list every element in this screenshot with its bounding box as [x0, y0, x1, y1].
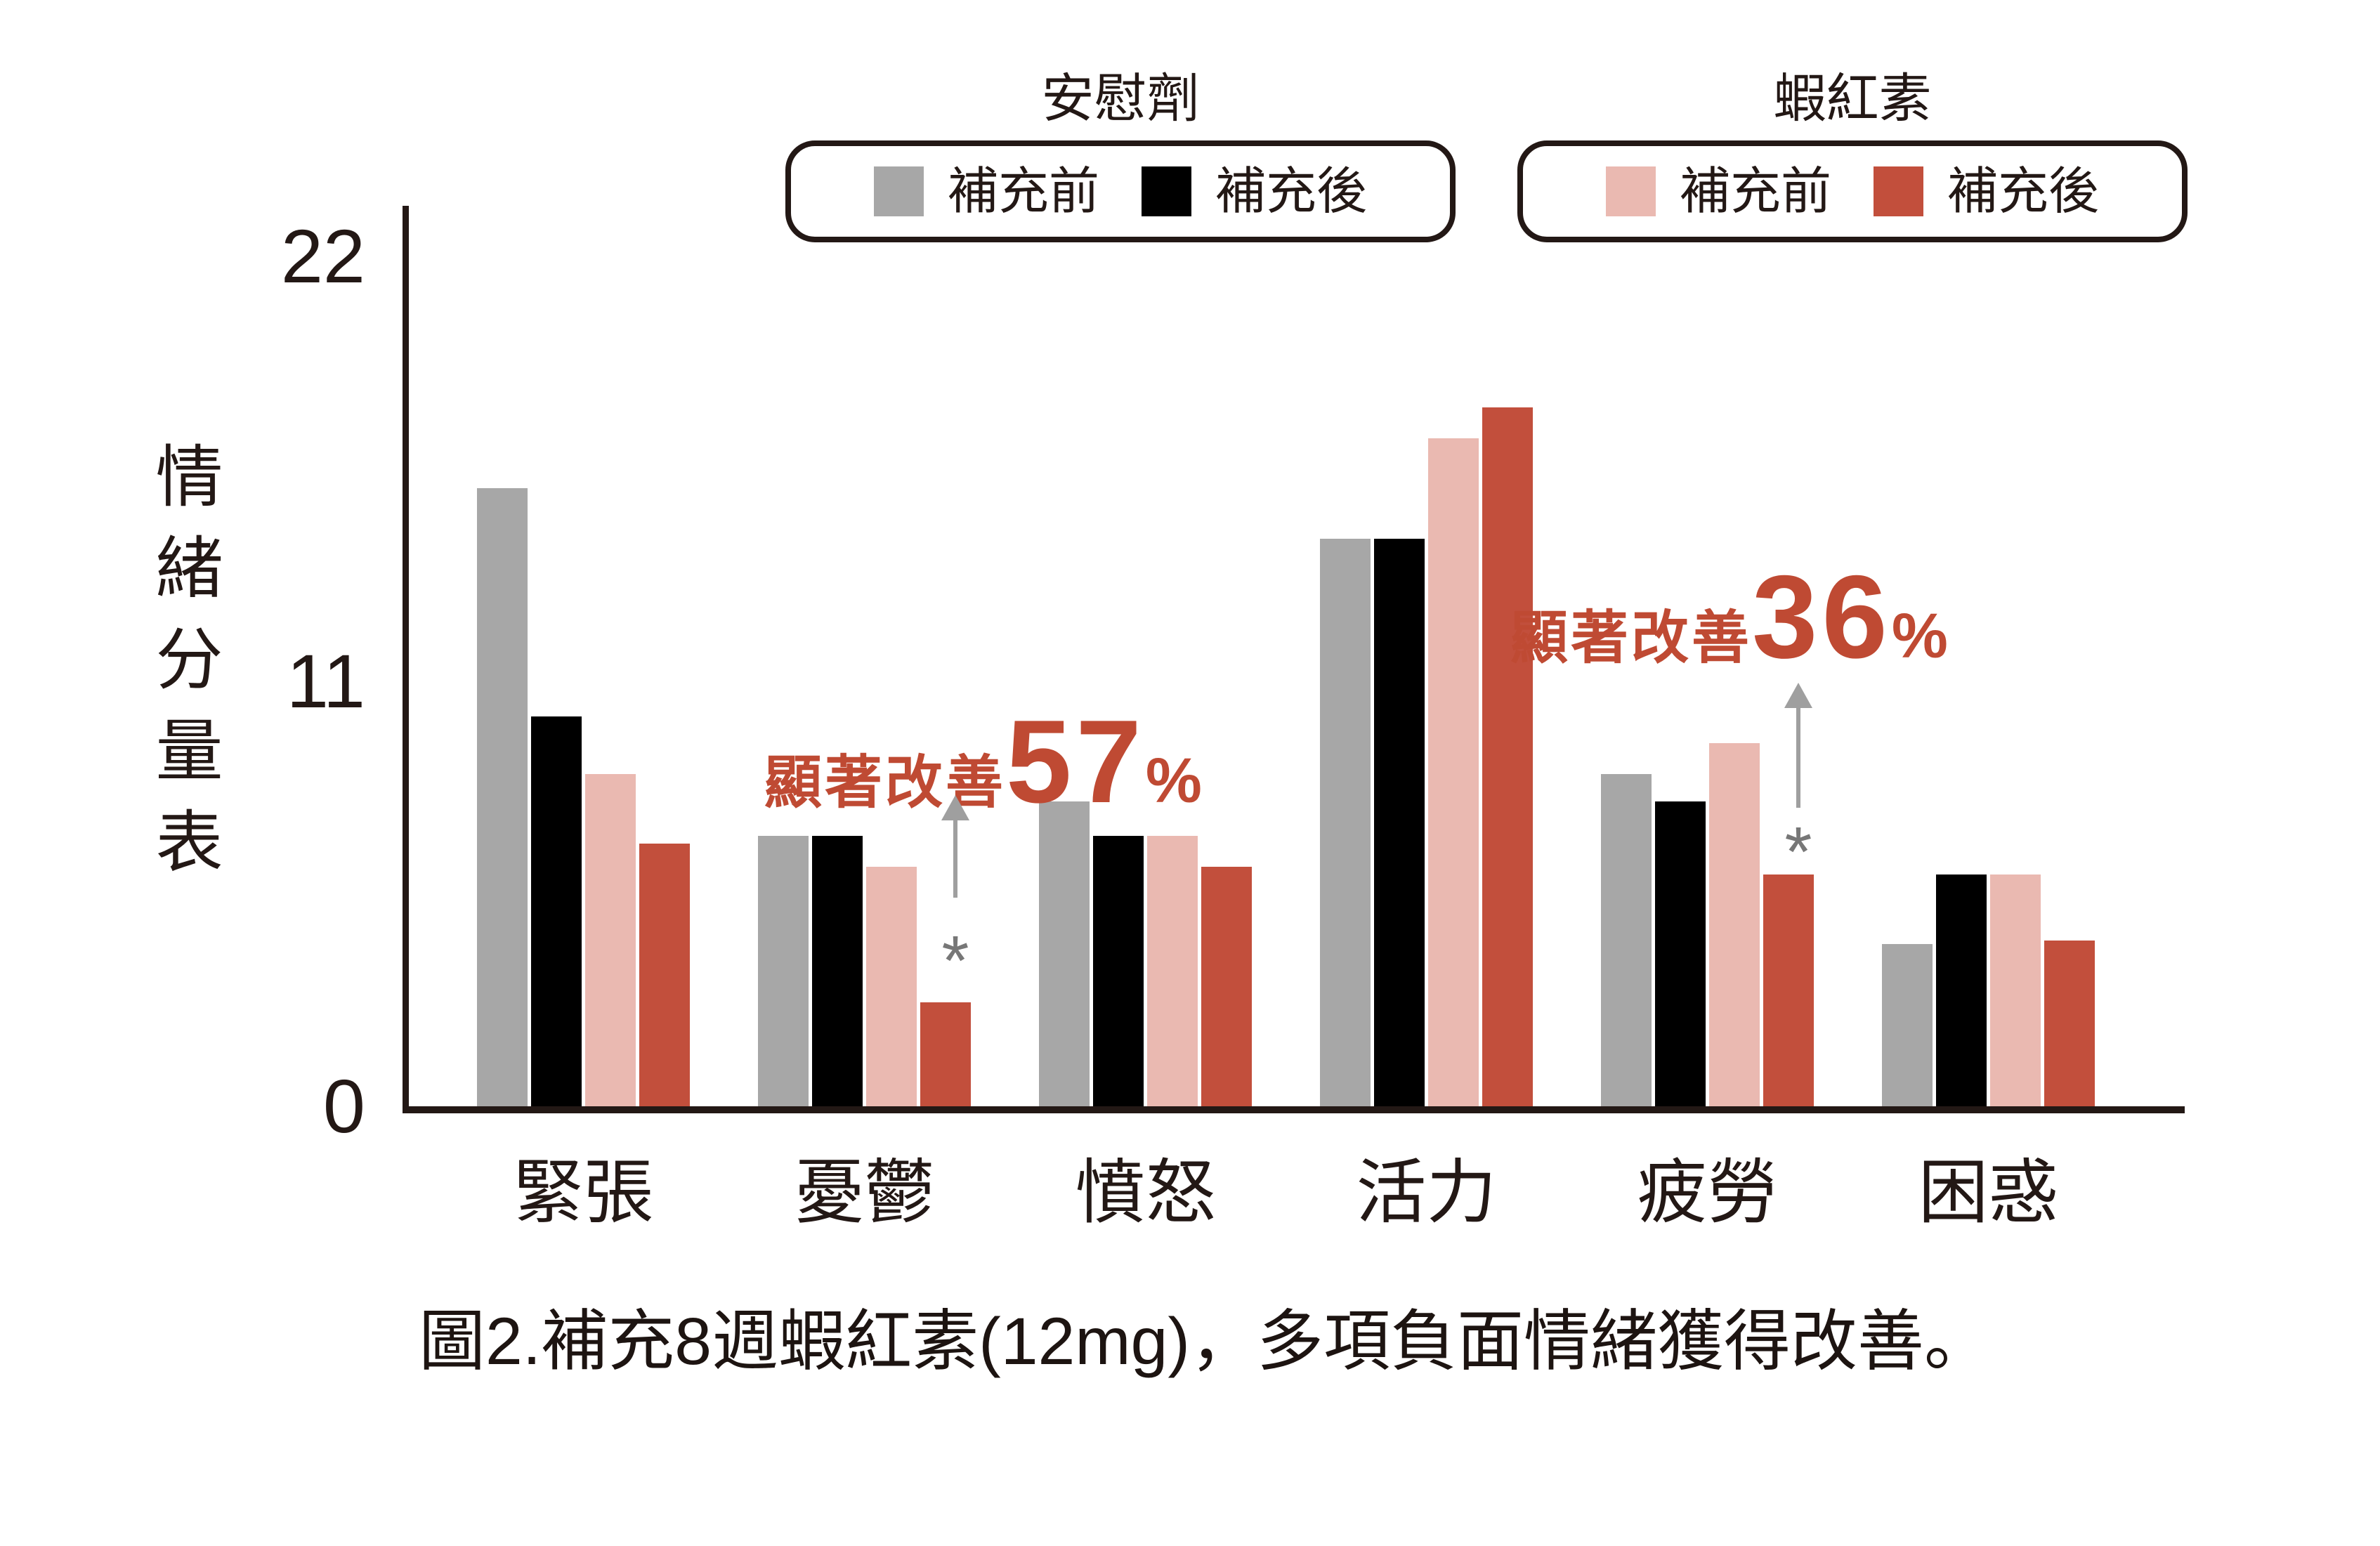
x-axis-label-活力: 活力 — [1356, 1153, 1497, 1232]
significance-asterisk-depression: * — [941, 922, 969, 1000]
bar-困惑-安慰劑 補充後 — [1936, 874, 1987, 1111]
bar-活力-安慰劑 補充後 — [1374, 538, 1425, 1111]
bar-活力-蝦紅素 補充前 — [1428, 438, 1479, 1111]
x-axis-label-疲勞: 疲勞 — [1637, 1153, 1778, 1232]
bar-憤怒-蝦紅素 補充後 — [1201, 867, 1252, 1111]
bar-憂鬱-安慰劑 補充前 — [758, 836, 809, 1111]
annotation-depression-improvement: 顯著改善 57 % — [764, 694, 1202, 830]
legend-group-placebo-title: 安慰劑 — [1041, 69, 1200, 128]
bar-困惑-蝦紅素 補充後 — [2044, 940, 2095, 1111]
up-arrow-head-icon — [1784, 683, 1812, 708]
annotation-fatigue-percent-value: 36 — [1752, 551, 1892, 683]
annotation-depression-percent-sign: % — [1145, 746, 1202, 816]
x-axis-label-憂鬱: 憂鬱 — [794, 1153, 935, 1232]
up-arrow-head-icon — [941, 795, 969, 820]
bar-疲勞-安慰劑 補充後 — [1655, 801, 1706, 1111]
bar-憂鬱-安慰劑 補充後 — [812, 836, 863, 1111]
bar-緊張-安慰劑 補充後 — [531, 716, 582, 1111]
y-tick-11: 11 — [286, 638, 365, 723]
up-arrow-line-icon — [1796, 707, 1800, 808]
legend-swatch-gray-icon — [873, 166, 924, 216]
legend-label-astaxanthin-after: 補充後 — [1947, 163, 2100, 220]
bar-憤怒-安慰劑 補充前 — [1039, 801, 1090, 1111]
annotation-fatigue-improvement: 顯著改善 36 % — [1510, 549, 1948, 685]
y-axis-title: 情緒分量表 — [145, 441, 221, 898]
y-tick-0: 0 — [322, 1063, 365, 1148]
legend-label-placebo-before: 補充前 — [947, 163, 1099, 220]
legend-box-placebo: 補充前 補充後 — [785, 140, 1456, 242]
legend-group-astaxanthin-title: 蝦紅素 — [1773, 69, 1932, 128]
bar-困惑-蝦紅素 補充前 — [1990, 874, 2041, 1111]
significance-asterisk-fatigue: * — [1784, 813, 1812, 891]
legend-item-placebo-before: 補充前 — [873, 163, 1099, 220]
legend-swatch-black-icon — [1142, 166, 1191, 216]
bar-疲勞-蝦紅素 補充後 — [1763, 874, 1814, 1111]
bar-緊張-蝦紅素 補充前 — [585, 774, 636, 1111]
annotation-fatigue-text: 顯著改善 — [1510, 606, 1753, 670]
legend-item-astaxanthin-before: 補充前 — [1605, 163, 1831, 220]
annotation-fatigue-percent-sign: % — [1891, 601, 1948, 672]
bar-困惑-安慰劑 補充前 — [1882, 944, 1933, 1111]
up-arrow-line-icon — [953, 819, 957, 898]
annotation-depression-percent-value: 57 — [1006, 695, 1146, 827]
legend-swatch-red-icon — [1874, 166, 1923, 216]
legend-swatch-pink-icon — [1605, 166, 1656, 216]
legend-label-placebo-after: 補充後 — [1215, 163, 1368, 220]
figure-caption: 圖2.補充8週蝦紅素(12mg)，多項負面情緒獲得改善。 — [419, 1304, 1991, 1379]
annotation-depression-text: 顯著改善 — [764, 751, 1007, 815]
legend-box-astaxanthin: 補充前 補充後 — [1517, 140, 2188, 242]
bar-憤怒-蝦紅素 補充前 — [1147, 836, 1198, 1111]
bar-憤怒-安慰劑 補充後 — [1093, 836, 1144, 1111]
x-axis-label-憤怒: 憤怒 — [1075, 1153, 1216, 1232]
x-axis-label-緊張: 緊張 — [513, 1153, 654, 1232]
bar-活力-蝦紅素 補充後 — [1482, 407, 1533, 1111]
bar-緊張-蝦紅素 補充後 — [639, 844, 690, 1111]
bar-緊張-安慰劑 補充前 — [477, 488, 528, 1111]
bar-疲勞-安慰劑 補充前 — [1601, 774, 1652, 1111]
legend-item-astaxanthin-after: 補充後 — [1874, 166, 2099, 217]
bar-憂鬱-蝦紅素 補充前 — [866, 867, 917, 1111]
bar-疲勞-蝦紅素 補充前 — [1709, 743, 1760, 1111]
bar-憂鬱-蝦紅素 補充後 — [920, 1002, 971, 1111]
x-axis-label-困惑: 困惑 — [1918, 1153, 2059, 1232]
y-tick-22: 22 — [280, 214, 365, 299]
x-axis-line — [403, 1106, 2185, 1113]
legend-label-astaxanthin-before: 補充前 — [1679, 163, 1831, 220]
y-axis-line — [403, 206, 409, 1113]
bar-活力-安慰劑 補充前 — [1320, 538, 1371, 1111]
legend-item-placebo-after: 補充後 — [1142, 166, 1367, 217]
